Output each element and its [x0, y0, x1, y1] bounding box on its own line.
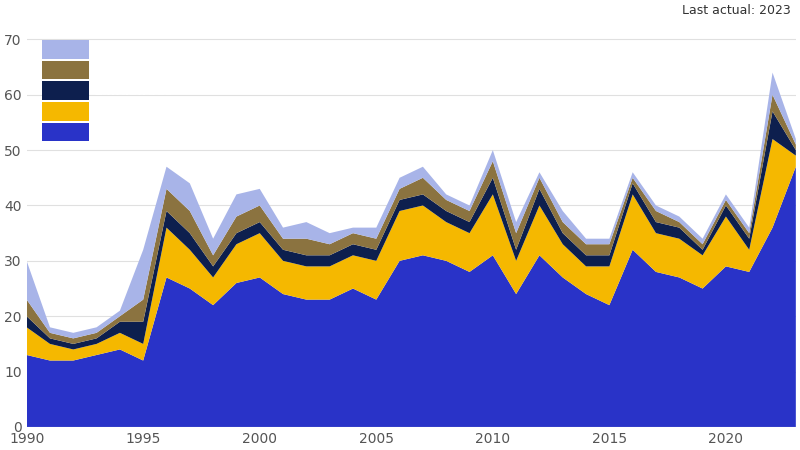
- Text: Last actual: 2023: Last actual: 2023: [682, 4, 790, 17]
- Legend: Wildfires, Droughts, Landslides, Storms, Floods: Wildfires, Droughts, Landslides, Storms,…: [37, 35, 179, 147]
